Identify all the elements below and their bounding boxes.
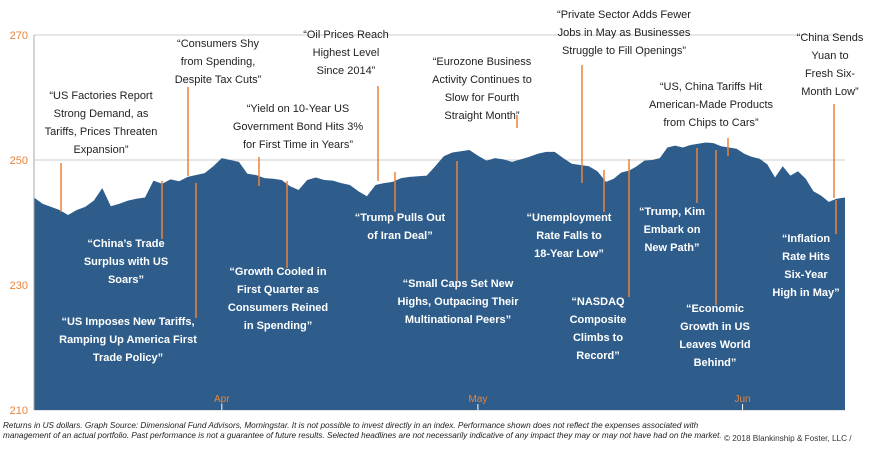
headline-line: “Inflation — [782, 233, 831, 245]
headline-line: Surplus with US — [84, 256, 168, 268]
headline-line: Since 2014” — [317, 65, 376, 77]
headline-line: “NASDAQ — [571, 296, 625, 308]
headline-line: “Small Caps Set New — [403, 278, 514, 290]
headline-annotation: “US Imposes New Tariffs, Ramping Up Ameri… — [59, 316, 197, 364]
y-tick-label: 210 — [10, 405, 28, 417]
headline-line: from Chips to Cars” — [663, 117, 759, 129]
headline-annotation: “China Sends Yuan to Fresh Six- Month Low” — [797, 32, 864, 98]
headline-line: “Eurozone Business — [433, 56, 532, 68]
headline-line: Jobs in May as Businesses — [558, 27, 691, 39]
headline-line: “Yield on 10-Year US — [247, 103, 350, 115]
headline-line: Struggle to Fill Openings” — [562, 45, 686, 57]
headline-line: of Iran Deal” — [367, 230, 432, 242]
headline-line: “Consumers Shy — [177, 38, 259, 50]
headline-line: “Economic — [686, 303, 744, 315]
headline-line: Rate Hits — [782, 251, 830, 263]
headline-line: Government Bond Hits 3% — [233, 121, 363, 133]
headline-line: Multinational Peers” — [405, 314, 511, 326]
headline-annotation: “Trump Pulls Out of Iran Deal” — [355, 212, 446, 242]
headline-line: Composite — [570, 314, 627, 326]
headline-line: “Trump Pulls Out — [355, 212, 446, 224]
headline-line: Straight Month” — [444, 110, 520, 122]
headline-line: “China Sends — [797, 32, 864, 44]
headline-line: Slow for Fourth — [445, 92, 520, 104]
headline-line: Yuan to — [811, 50, 848, 62]
headline-line: Fresh Six- — [805, 68, 855, 80]
headline-line: Leaves World — [679, 339, 750, 351]
headline-line: Six-Year — [784, 269, 828, 281]
headline-line: Despite Tax Cuts” — [175, 74, 262, 86]
headline-line: Soars” — [108, 274, 144, 286]
area-chart: 270 250 230 210 Apr May Jun “US Factories Repor… — [10, 9, 864, 417]
headline-line: Highest Level — [313, 47, 380, 59]
y-tick-label: 230 — [10, 280, 28, 292]
headline-line: from Spending, — [181, 56, 256, 68]
headline-line: Activity Continues to — [432, 74, 532, 86]
headline-line: Rate Falls to — [536, 230, 602, 242]
headline-annotation: “NASDAQ Composite Climbs to Record” — [570, 296, 627, 362]
x-tick-label: Apr — [214, 394, 230, 405]
headline-annotation: “China’s Trade Surplus with US Soars” — [84, 238, 168, 286]
chart-footnote: Returns in US dollars. Graph Source: Dim… — [3, 421, 722, 440]
headline-line: “US Imposes New Tariffs, — [61, 316, 194, 328]
headline-line: “Private Sector Adds Fewer — [557, 9, 691, 21]
headline-line: “Oil Prices Reach — [303, 29, 389, 41]
headline-line: Growth in US — [680, 321, 750, 333]
headline-line: Climbs to — [573, 332, 623, 344]
headline-line: Trade Policy” — [93, 352, 163, 364]
headline-line: Highs, Outpacing Their — [397, 296, 519, 308]
headline-annotation: “Small Caps Set New Highs, Outpacing Thei… — [397, 278, 519, 326]
headline-annotation: “Private Sector Adds Fewer Jobs in May as… — [557, 9, 691, 57]
headline-annotation: “Economic Growth in US Leaves World Behind” — [679, 303, 750, 369]
headline-annotation: “Trump, Kim Embark on New Path” — [639, 206, 705, 254]
headline-annotation: “US, China Tariffs Hit American-Made Prod… — [649, 81, 774, 129]
headline-line: “Growth Cooled in — [229, 266, 326, 278]
headline-annotation: “Oil Prices Reach Highest Level Since 2014… — [303, 29, 389, 77]
headline-annotation: “Growth Cooled in First Quarter as Consume… — [228, 266, 328, 332]
headline-line: Consumers Reined — [228, 302, 328, 314]
area-series — [34, 142, 845, 410]
x-tick-label: Jun — [734, 394, 750, 405]
headline-line: First Quarter as — [237, 284, 319, 296]
y-tick-label: 250 — [10, 155, 28, 167]
headline-line: “Unemployment — [527, 212, 612, 224]
x-tick-label: May — [468, 394, 487, 405]
headline-line: Tariffs, Prices Threaten — [45, 126, 158, 138]
headline-line: “US, China Tariffs Hit — [660, 81, 762, 93]
headline-line: in Spending” — [244, 320, 312, 332]
headline-line: Ramping Up America First — [59, 334, 197, 346]
headline-line: Expansion” — [73, 144, 128, 156]
headline-line: “Trump, Kim — [639, 206, 705, 218]
headline-line: Month Low” — [801, 86, 859, 98]
headline-line: “China’s Trade — [87, 238, 164, 250]
y-tick-label: 270 — [10, 30, 28, 42]
headline-line: Record” — [576, 350, 619, 362]
headline-line: High in May” — [772, 287, 839, 299]
headline-annotation: “Yield on 10-Year US Government Bond Hits… — [233, 103, 363, 151]
headline-annotation: “Inflation Rate Hits Six-Year High in May” — [772, 233, 839, 299]
copyright-notice: © 2018 Blankinship & Foster, LLC / — [724, 434, 852, 443]
headline-line: 18-Year Low” — [534, 248, 604, 260]
headline-annotation: “Unemployment Rate Falls to 18-Year Low” — [527, 212, 612, 260]
headline-line: Embark on — [644, 224, 701, 236]
headline-line: New Path” — [644, 242, 699, 254]
headline-annotation: “Consumers Shy from Spending, Despite Tax … — [175, 38, 262, 86]
headline-line: Behind” — [694, 357, 737, 369]
headline-line: American-Made Products — [649, 99, 774, 111]
headline-line: for First Time in Years” — [243, 139, 353, 151]
headline-line: “US Factories Report — [49, 90, 152, 102]
headline-annotation: “US Factories Report Strong Demand, as Tar… — [45, 90, 158, 156]
headline-line: Strong Demand, as — [54, 108, 149, 120]
headline-annotation: “Eurozone Business Activity Continues to S… — [432, 56, 532, 122]
